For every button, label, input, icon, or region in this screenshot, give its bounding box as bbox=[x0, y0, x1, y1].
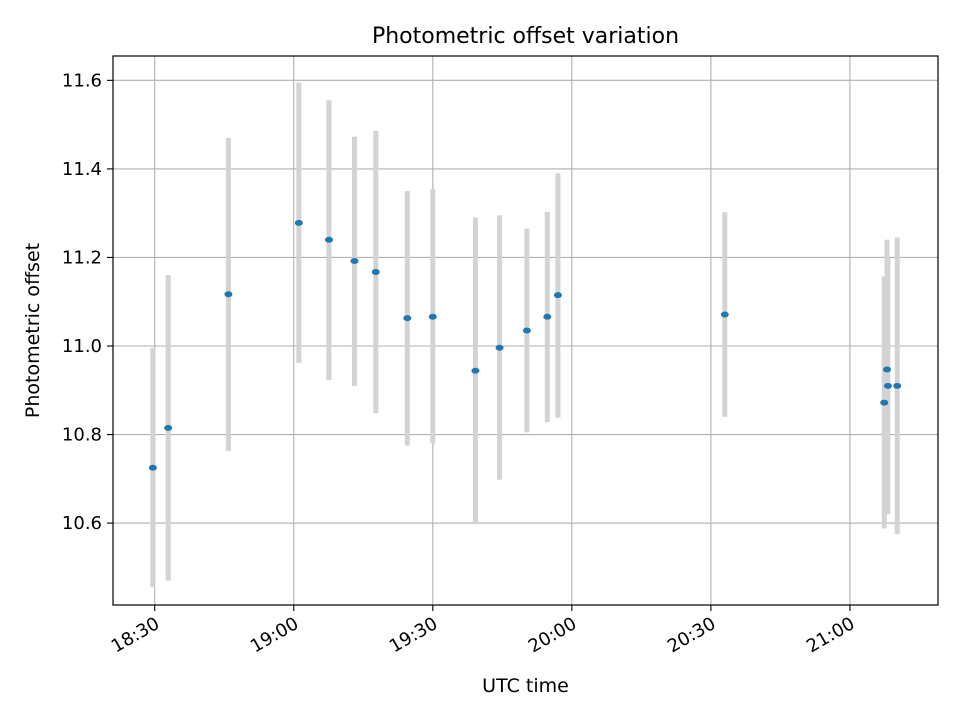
data-point bbox=[471, 367, 480, 374]
axis-ticks: 18:30 19:00 19:30 20:00 20:30 21:00 10.6 10.8 11… bbox=[62, 70, 859, 657]
x-tick-label: 20:00 bbox=[525, 613, 580, 657]
x-tick-label: 19:00 bbox=[247, 613, 302, 657]
data-point bbox=[893, 382, 902, 389]
error-bars bbox=[150, 82, 900, 588]
x-tick-label: 20:30 bbox=[664, 613, 719, 657]
x-tick-label: 21:00 bbox=[803, 613, 858, 657]
y-tick-label: 11.4 bbox=[62, 159, 102, 180]
data-point bbox=[224, 291, 233, 298]
y-tick-label: 11.6 bbox=[62, 70, 102, 91]
data-point bbox=[324, 236, 333, 243]
y-axis-label: Photometric offset bbox=[22, 243, 44, 418]
data-point bbox=[428, 313, 437, 320]
y-tick-label: 11.0 bbox=[62, 336, 102, 357]
x-tick-label: 19:30 bbox=[386, 613, 441, 657]
y-tick-label: 10.6 bbox=[62, 513, 102, 534]
data-point bbox=[495, 344, 504, 351]
data-point bbox=[720, 311, 729, 318]
plot-area-frame bbox=[112, 55, 939, 606]
data-point bbox=[371, 269, 380, 276]
data-point bbox=[294, 219, 303, 226]
chart-title: Photometric offset variation bbox=[372, 24, 679, 49]
data-point bbox=[522, 327, 531, 334]
y-tick-label: 11.2 bbox=[62, 247, 102, 268]
data-point bbox=[553, 292, 562, 299]
data-point bbox=[350, 257, 359, 264]
data-point bbox=[403, 315, 412, 322]
data-point bbox=[883, 366, 892, 373]
x-axis-label: UTC time bbox=[482, 675, 569, 697]
data-point bbox=[880, 399, 889, 406]
x-tick-label: 18:30 bbox=[108, 613, 163, 657]
y-tick-label: 10.8 bbox=[62, 425, 102, 446]
data-point bbox=[148, 464, 157, 471]
data-point bbox=[543, 313, 552, 320]
data-point bbox=[883, 382, 892, 389]
data-points bbox=[148, 219, 902, 471]
data-point bbox=[164, 424, 173, 431]
